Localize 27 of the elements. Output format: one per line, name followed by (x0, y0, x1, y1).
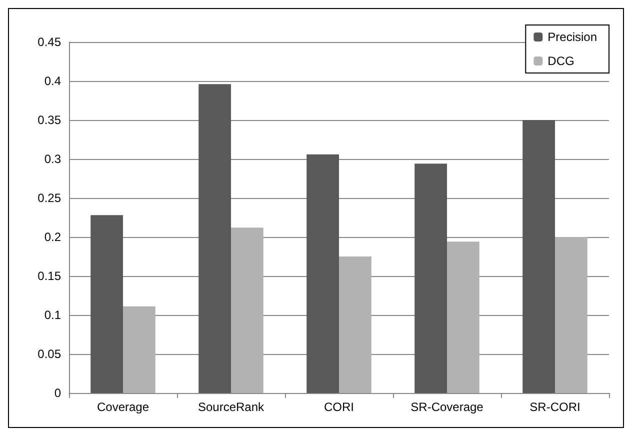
bar (555, 237, 588, 393)
y-tick-label: 0.2 (44, 230, 62, 244)
bar (447, 242, 480, 393)
bar (339, 256, 372, 393)
legend-label: Precision (548, 30, 598, 44)
y-tick-label: 0.4 (44, 74, 62, 88)
y-tick-label: 0.3 (44, 152, 62, 166)
bar (414, 164, 447, 393)
y-tick-label: 0.45 (38, 35, 62, 49)
bar (522, 120, 555, 393)
bar (306, 154, 339, 393)
y-tick-label: 0 (54, 386, 62, 400)
x-tick-label: Coverage (96, 400, 150, 414)
y-tick-label: 0.15 (38, 269, 62, 283)
bar (198, 84, 231, 393)
x-tick-label: SR-Coverage (410, 400, 484, 414)
y-tick-label: 0.25 (38, 191, 62, 205)
y-tick-label: 0.1 (44, 308, 62, 322)
legend-label: DCG (548, 54, 574, 68)
x-tick-label: CORI (324, 400, 354, 414)
y-tick-label: 0.05 (38, 347, 62, 361)
x-tick-label: SourceRank (198, 400, 266, 414)
bar (231, 228, 264, 393)
x-tick-label: SR-CORI (530, 400, 580, 414)
bar (90, 215, 123, 393)
bar (123, 306, 156, 393)
y-tick-label: 0.35 (38, 113, 62, 127)
